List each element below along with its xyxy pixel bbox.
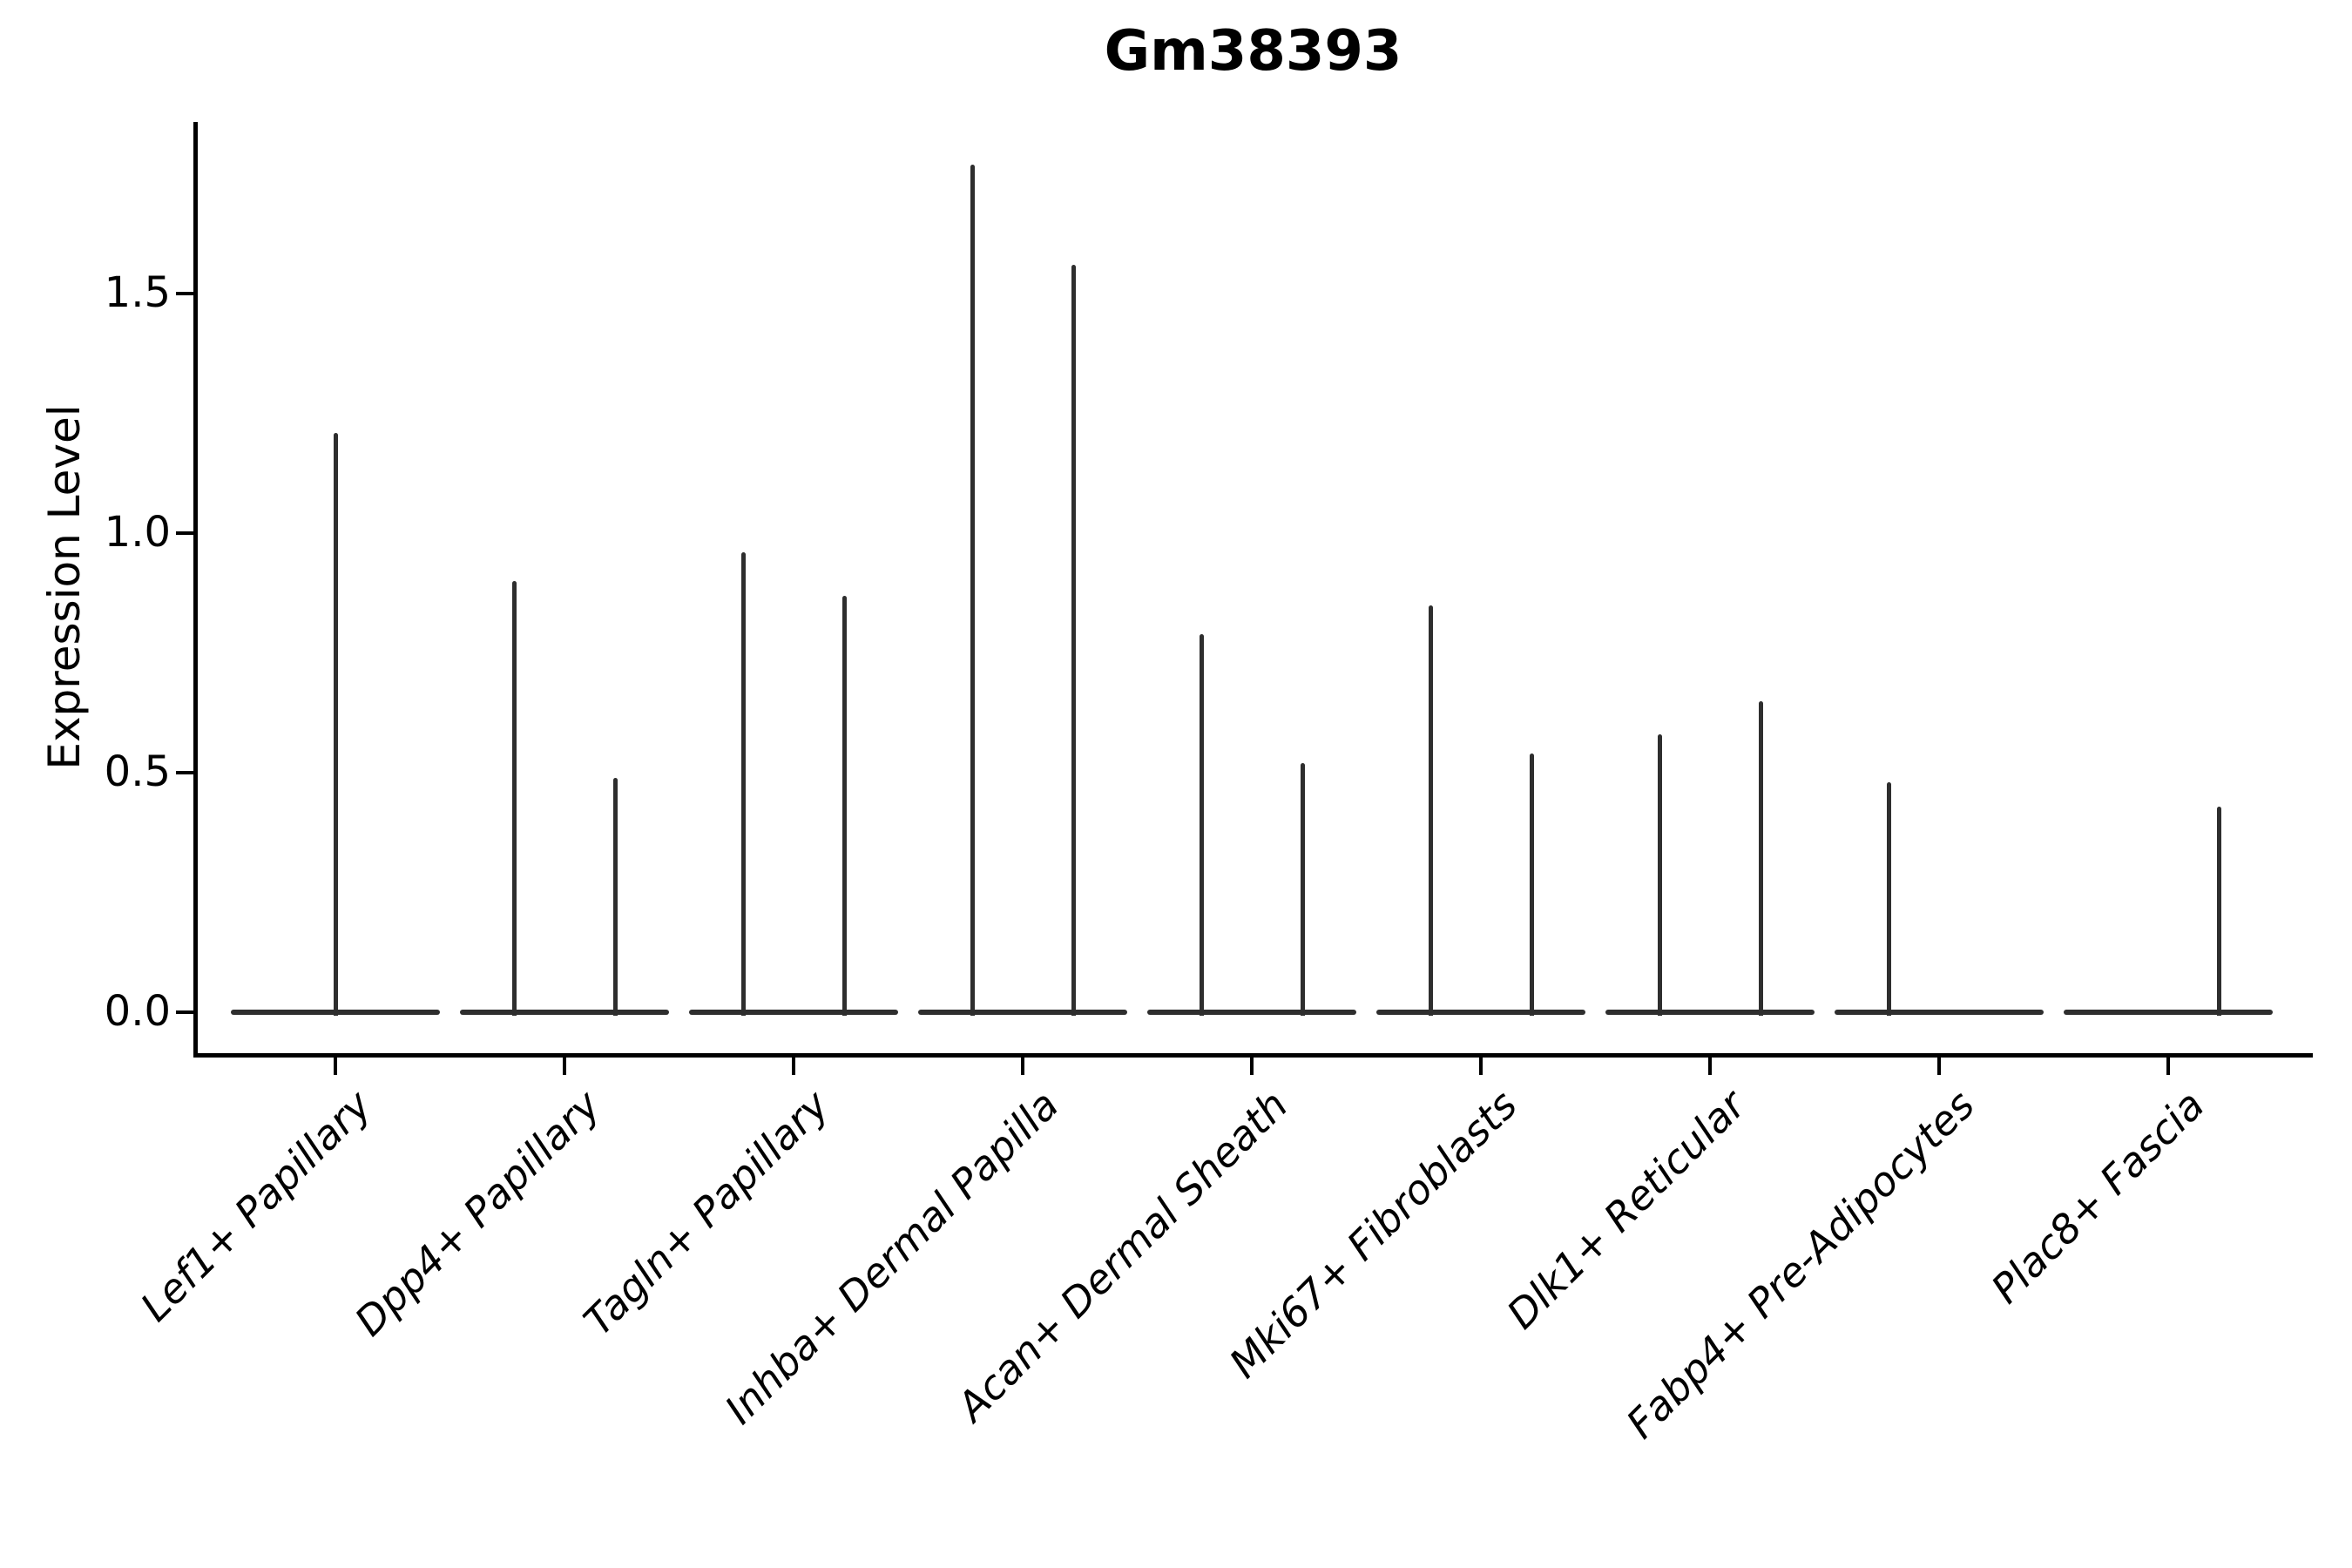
y-tick — [176, 292, 193, 295]
violin-baseline — [1147, 1010, 1356, 1015]
violin-spike — [1886, 782, 1891, 1016]
x-tick — [1708, 1058, 1712, 1075]
y-tick — [176, 531, 193, 535]
plot-area — [193, 122, 2313, 1058]
y-axis-label: Expression Level — [39, 404, 90, 770]
violin-baseline — [460, 1010, 669, 1015]
violin-baseline — [1376, 1010, 1585, 1015]
x-tick — [2166, 1058, 2170, 1075]
x-tick — [1250, 1058, 1254, 1075]
x-tick — [334, 1058, 337, 1075]
x-tick — [792, 1058, 795, 1075]
y-tick — [176, 1010, 193, 1014]
violin-spike — [1657, 734, 1662, 1016]
violin-baseline — [1605, 1010, 1815, 1015]
violin-spike — [1428, 605, 1433, 1016]
violin-spike — [740, 552, 746, 1016]
x-tick-label: Dpp4+ Papillary — [345, 1081, 610, 1345]
y-tick-label: 0.0 — [104, 987, 171, 1036]
violin-spike — [1758, 700, 1763, 1016]
x-tick — [1937, 1058, 1941, 1075]
x-tick-label: Dlk1+ Reticular — [1497, 1081, 1755, 1338]
violin-spike — [1300, 763, 1305, 1016]
violin-baseline — [2064, 1010, 2273, 1015]
y-tick — [176, 771, 193, 774]
violin-spike — [2216, 806, 2221, 1016]
y-tick-label: 1.0 — [104, 508, 171, 557]
y-tick-label: 0.5 — [104, 747, 171, 796]
violin-spike — [333, 432, 338, 1016]
chart-title: Gm38393 — [1104, 19, 1402, 84]
x-tick-label: Lef1+ Papillary — [131, 1081, 381, 1331]
violin-spike — [612, 777, 618, 1016]
violin-spike — [1199, 633, 1204, 1016]
x-tick — [1479, 1058, 1483, 1075]
x-tick — [1021, 1058, 1024, 1075]
y-tick-label: 1.5 — [104, 268, 171, 317]
violin-spike — [1071, 265, 1076, 1016]
x-tick-label: Plac8+ Fascia — [1981, 1081, 2213, 1313]
violin-spike — [970, 164, 975, 1016]
x-tick-label: Tagln+ Papillary — [575, 1081, 839, 1345]
x-tick — [563, 1058, 566, 1075]
violin-spike — [511, 581, 517, 1016]
violin-spike — [841, 595, 847, 1016]
violin-spike — [1529, 754, 1534, 1016]
violin-baseline — [1835, 1010, 2044, 1015]
violin-baseline — [689, 1010, 898, 1015]
violin-baseline — [918, 1010, 1127, 1015]
